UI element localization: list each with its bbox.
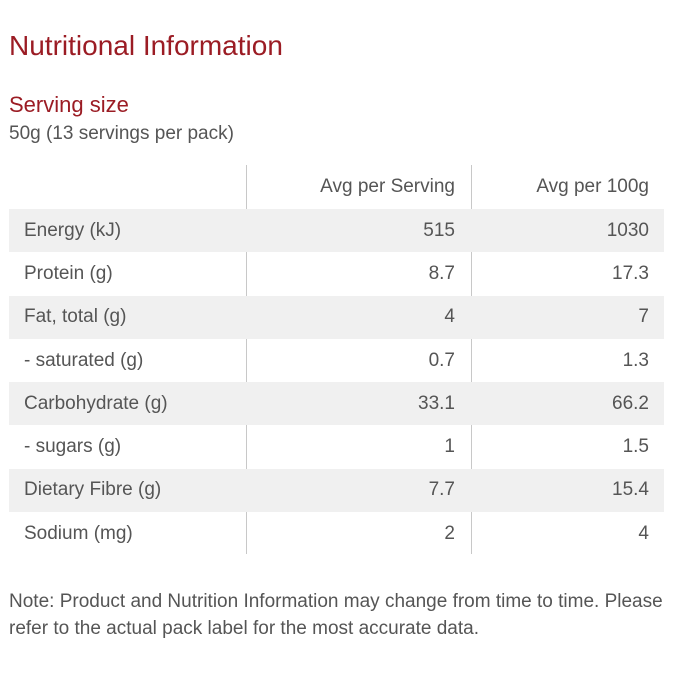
disclaimer-note: Note: Product and Nutrition Information … xyxy=(9,591,663,639)
row-per-serving: 33.1 xyxy=(418,392,455,414)
row-label: Energy (kJ) xyxy=(24,219,122,241)
table-row: Protein (g) 8.7 17.3 xyxy=(9,252,664,295)
serving-size-heading: Serving size xyxy=(9,92,129,117)
row-per-serving: 4 xyxy=(444,306,455,328)
row-label: Fat, total (g) xyxy=(24,306,127,328)
row-label: - sugars (g) xyxy=(24,436,122,458)
row-per-100g: 1.5 xyxy=(622,436,649,458)
table-row: Fat, total (g) 4 7 xyxy=(9,295,664,339)
column-divider xyxy=(246,165,247,554)
row-per-100g: 1.3 xyxy=(622,349,649,371)
row-per-100g: 1030 xyxy=(606,219,649,241)
table-row: - sugars (g) 1 1.5 xyxy=(9,425,664,468)
row-label: Dietary Fibre (g) xyxy=(24,479,162,501)
row-per-100g: 66.2 xyxy=(612,392,649,414)
nutrition-table: Avg per Serving Avg per 100g Energy (kJ)… xyxy=(9,165,664,555)
row-label: Protein (g) xyxy=(24,262,113,284)
row-per-100g: 4 xyxy=(638,522,649,544)
row-per-100g: 15.4 xyxy=(612,479,649,501)
table-row: Carbohydrate (g) 33.1 66.2 xyxy=(9,382,664,426)
row-per-serving: 2 xyxy=(444,522,455,544)
row-per-serving: 7.7 xyxy=(428,479,455,501)
row-per-serving: 8.7 xyxy=(428,262,455,284)
serving-size-value: 50g (13 servings per pack) xyxy=(9,123,234,144)
row-per-serving: 0.7 xyxy=(428,349,455,371)
header-avg-per-serving: Avg per Serving xyxy=(320,176,455,197)
table-row: Dietary Fibre (g) 7.7 15.4 xyxy=(9,468,664,513)
column-divider xyxy=(471,165,472,554)
table-row: Sodium (mg) 2 4 xyxy=(9,512,664,555)
row-label: Carbohydrate (g) xyxy=(24,392,168,414)
row-per-100g: 7 xyxy=(638,306,649,328)
row-label: - saturated (g) xyxy=(24,349,144,371)
page-title: Nutritional Information xyxy=(9,30,283,61)
row-label: Sodium (mg) xyxy=(24,522,133,544)
table-header-row: Avg per Serving Avg per 100g xyxy=(9,165,664,209)
row-per-serving: 515 xyxy=(423,219,455,241)
header-label xyxy=(9,165,246,209)
header-avg-per-100g: Avg per 100g xyxy=(536,176,649,197)
row-per-serving: 1 xyxy=(444,436,455,458)
table-row: - saturated (g) 0.7 1.3 xyxy=(9,339,664,382)
row-per-100g: 17.3 xyxy=(612,262,649,284)
table-row: Energy (kJ) 515 1030 xyxy=(9,209,664,253)
